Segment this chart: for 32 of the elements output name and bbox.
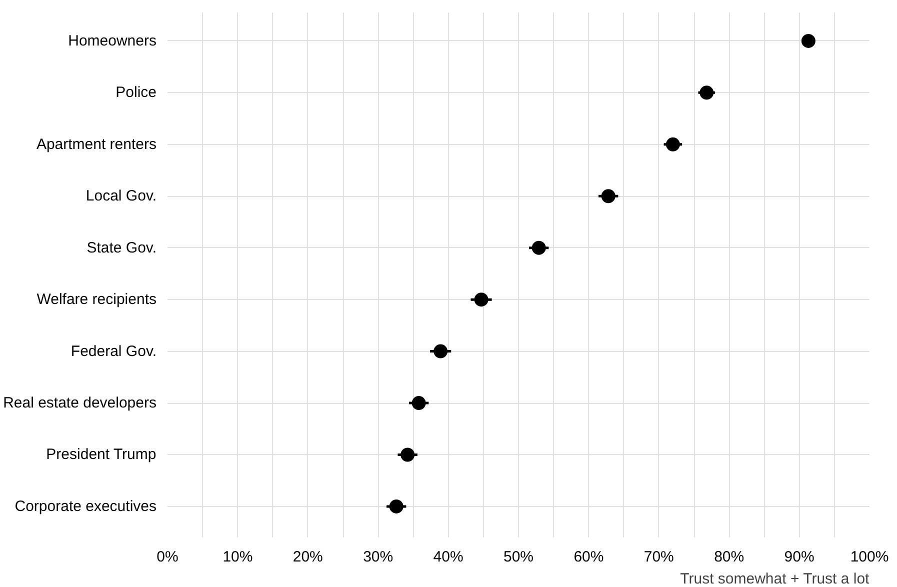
point [400, 448, 415, 462]
x-axis-title: Trust somewhat + Trust a lot [680, 570, 870, 587]
x-tick-label: 20% [292, 548, 323, 566]
y-tick-label: Homeowners [68, 32, 157, 50]
point [474, 292, 488, 307]
y-tick-label: Welfare recipients [36, 291, 157, 308]
point [434, 344, 448, 358]
y-tick-label: Local Gov. [86, 188, 157, 205]
point [601, 189, 616, 204]
x-tick-label: 60% [574, 548, 604, 566]
y-tick-label: Apartment renters [36, 136, 157, 153]
point [801, 34, 816, 48]
x-tick-label: 50% [503, 548, 534, 566]
y-tick-label: Corporate executives [14, 498, 157, 515]
y-tick-label: Federal Gov. [70, 342, 157, 360]
point [700, 86, 714, 100]
x-tick-label: 0% [156, 548, 178, 566]
y-tick-label: State Gov. [86, 239, 157, 256]
y-tick-label: President Trump [46, 446, 156, 464]
x-tick-label: 10% [222, 548, 253, 566]
point [532, 240, 546, 255]
x-tick-label: 90% [784, 548, 814, 566]
x-tick-label: 40% [433, 548, 464, 566]
point [666, 137, 680, 152]
x-tick-label: 100% [850, 548, 889, 566]
x-tick-label: 70% [644, 548, 674, 566]
point [412, 396, 426, 410]
y-tick-label: Police [116, 84, 157, 102]
point [389, 499, 404, 514]
y-tick-label: Real estate developers [3, 394, 157, 412]
x-tick-label: 30% [363, 548, 394, 566]
x-tick-label: 80% [714, 548, 744, 566]
